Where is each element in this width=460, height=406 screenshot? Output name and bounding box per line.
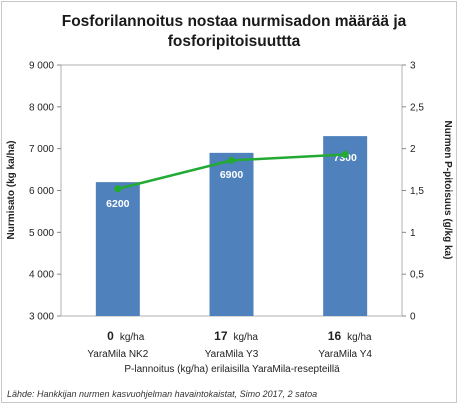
y-tick-label: 8 000 [29,102,54,113]
p-content-point [114,185,122,193]
y2-tick-label: 1,5 [410,186,424,197]
y-tick-label: 7 000 [29,144,54,155]
bar-value-label: 6900 [220,169,244,181]
bar-value-label: 6200 [106,198,130,210]
bar [323,136,368,316]
p-content-point [341,150,349,159]
y2-tick-label: 2 [410,144,416,155]
y-tick-label: 6 000 [29,186,54,197]
bar [95,182,140,316]
x-category-label: YaraMila Y3 [205,349,259,360]
p-content-point [227,156,236,164]
x-unit-label: kg/ha [120,332,145,343]
y2-axis-title: Nurmen P-pitoisuus (g/kg ka) [442,121,453,260]
y-tick-label: 4 000 [29,270,54,281]
y2-tick-label: 2,5 [410,102,424,113]
y2-tick-label: 3 [410,61,416,72]
x-category-label: YaraMila Y4 [318,349,372,360]
chart-title-line-2: fosforipitoisuuttta [168,33,301,50]
x-amount-label: 17 [214,329,228,343]
x-amount-label: 0 [107,329,114,343]
x-axis-title: P-lannoitus (kg/ha) erilaisilla YaraMila… [124,364,340,375]
y-tick-label: 5 000 [29,228,54,239]
y-tick-label: 3 000 [29,312,54,323]
x-unit-label: kg/ha [234,332,259,343]
y2-tick-label: 1 [410,228,416,239]
y2-tick-label: 0 [410,312,416,323]
x-amount-label: 16 [328,329,342,343]
y2-tick-label: 0,5 [410,270,424,281]
x-category-label: YaraMila NK2 [87,349,148,360]
bar [209,152,254,316]
chart-title-line-1: Fosforilannoitus nostaa nurmisadon määrä… [62,13,407,30]
y-tick-label: 9 000 [29,61,54,72]
y-axis-title: Nurmisato (kg ka/ha) [6,141,17,240]
x-unit-label: kg/ha [347,332,372,343]
source-note: Lähde: Hankkijan nurmen kasvuohjelman ha… [7,389,317,399]
